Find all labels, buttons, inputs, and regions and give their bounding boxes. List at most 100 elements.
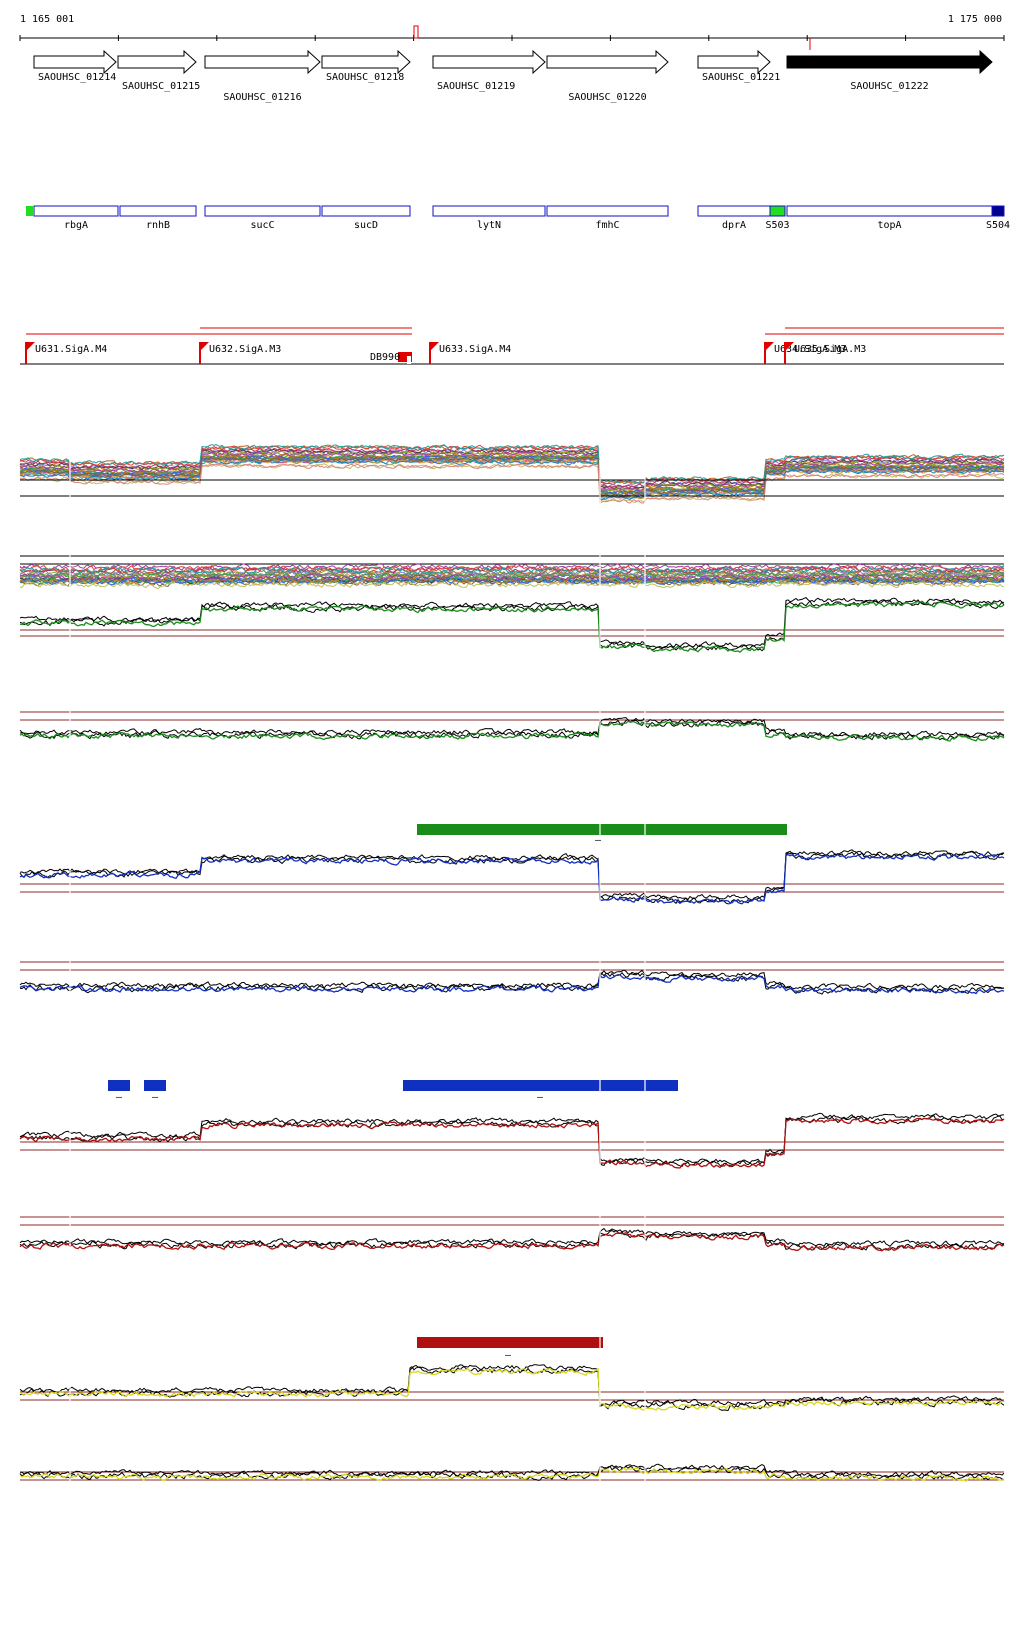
- coord-end-label: 1 175 000: [948, 14, 1002, 25]
- profile-line: [19, 1112, 1004, 1165]
- profile-line: [19, 565, 1005, 575]
- annotation-label: sucC: [250, 220, 274, 231]
- annotation-label: dprA: [722, 220, 746, 231]
- gene-arrow: [697, 49, 771, 75]
- profile-line: [19, 1117, 1005, 1169]
- gene-arrow: [432, 49, 546, 75]
- expression-profiles-top: [19, 444, 1005, 505]
- annotation-box: [119, 205, 197, 217]
- gene-label: SAOUHSC_01214: [38, 72, 116, 83]
- profile-line: [19, 600, 1005, 654]
- profile-line: [19, 573, 1005, 582]
- profile-line: [19, 1463, 1005, 1478]
- segment-bar: [417, 1337, 603, 1348]
- ruler-marker: [413, 25, 419, 39]
- gene-arrow: [204, 49, 321, 75]
- promoter-label: U633.SigA.M4: [439, 344, 511, 355]
- annotation-box: [697, 205, 771, 217]
- green-segment-mark: –: [595, 835, 602, 846]
- profile-line: [19, 456, 1004, 498]
- promoter-flag: [765, 342, 774, 351]
- profile-line: [19, 565, 1005, 575]
- profile-line: [19, 444, 1005, 484]
- annotation-label: rbgA: [64, 220, 88, 231]
- annotation-label: topA: [877, 220, 901, 231]
- annotation-box: [786, 205, 993, 217]
- gene-label: SAOUHSC_01218: [326, 72, 404, 83]
- db-block-notch: [407, 356, 411, 364]
- profile-tracks: [19, 460, 1005, 1500]
- profile-line: [19, 580, 1005, 590]
- segment-bar: [403, 1080, 678, 1091]
- annotation-label: sucD: [354, 220, 378, 231]
- profile-line: [19, 720, 1005, 742]
- gene-arrow: [546, 49, 669, 75]
- profile-line: [19, 1227, 1005, 1248]
- segment-bar: [144, 1080, 166, 1091]
- red-segment-track: [417, 1337, 603, 1348]
- profile-line: [19, 576, 1005, 586]
- annotation-box: [432, 205, 546, 217]
- profile-line: [19, 1364, 1005, 1406]
- blue-segment-mark-3: –: [537, 1092, 544, 1103]
- gene-label: SAOUHSC_01220: [568, 92, 646, 103]
- gene-label: SAOUHSC_01222: [850, 81, 928, 92]
- red-segment-mark: –: [505, 1350, 512, 1361]
- profile-line: [19, 850, 1005, 905]
- coord-start-label: 1 165 001: [20, 14, 74, 25]
- annotation-label: S504: [986, 220, 1010, 231]
- gene-label: SAOUHSC_01215: [122, 81, 200, 92]
- gene-track: SAOUHSC_01214 SAOUHSC_01215 SAOUHSC_01216 S…: [33, 49, 993, 103]
- promoter-label: U634.SigA.M3: [774, 344, 846, 355]
- profile-line: [19, 599, 1005, 652]
- blue-segment-mark-1: –: [116, 1092, 123, 1103]
- green-segment-track: [417, 824, 787, 835]
- annotation-box: [769, 205, 786, 217]
- db-block: [398, 352, 412, 362]
- promoter-flag: [785, 342, 794, 351]
- blue-segment-mark-2: –: [152, 1092, 159, 1103]
- segment-bar: [108, 1080, 130, 1091]
- promoter-track: U631.SigA.M4 U632.SigA.M3 DB990 U633.SigA.M…: [20, 327, 1004, 365]
- annotation-box: [991, 205, 1005, 217]
- profile-line: [19, 969, 1005, 991]
- annotation-track: rbgA rnhB sucC sucD lytN fmhC dprA S503 topA S504: [26, 205, 1010, 231]
- gene-arrow: [33, 49, 117, 75]
- profile-line: [19, 597, 1005, 649]
- profile-line: [19, 574, 1004, 585]
- annotation-box: [546, 205, 669, 217]
- promoter-label: U635.SigA.M3: [794, 344, 866, 355]
- profile-line: [19, 455, 1005, 497]
- profile-line: [19, 459, 1005, 501]
- profile-line: [19, 463, 1005, 505]
- profile-line: [19, 1231, 1005, 1252]
- segment-bar: [417, 824, 787, 835]
- gene-label: SAOUHSC_01216: [223, 92, 301, 103]
- promoter-label: DB990: [370, 352, 400, 363]
- annotation-label: rnhB: [146, 220, 170, 231]
- annotation-marker: [26, 206, 33, 216]
- profile-line: [19, 1367, 1005, 1412]
- profile-line: [19, 719, 1005, 741]
- gene-label: SAOUHSC_01219: [437, 81, 515, 92]
- annotation-label: lytN: [477, 220, 501, 231]
- profile-line: [19, 452, 1005, 494]
- promoter-flag: [430, 342, 439, 351]
- profile-line: [19, 853, 1005, 905]
- profile-line: [19, 717, 1005, 738]
- annotation-box: [204, 205, 321, 217]
- profile-line: [19, 1115, 1005, 1168]
- profile-line: [19, 1467, 1005, 1483]
- expression-profiles-bottom: [19, 555, 1005, 590]
- profile-line: [19, 462, 1005, 504]
- profile-line: [19, 564, 1005, 573]
- profile-line: [19, 451, 1005, 491]
- gene-arrow: [786, 49, 993, 75]
- gene-arrow: [321, 49, 411, 75]
- annotation-label: fmhC: [595, 220, 619, 231]
- promoter-flag: [200, 342, 209, 351]
- promoter-label: U632.SigA.M3: [209, 344, 281, 355]
- blue-segment-track: [108, 1080, 678, 1091]
- annotation-label: S503: [765, 220, 789, 231]
- promoter-flag: [26, 342, 35, 351]
